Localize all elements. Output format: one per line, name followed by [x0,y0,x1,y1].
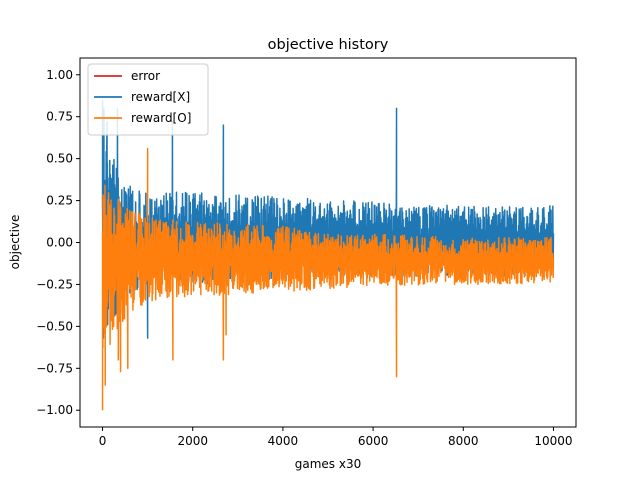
y-axis-label: objective [8,215,22,270]
legend-label: reward[O] [131,111,191,125]
x-tick-label: 8000 [448,434,479,448]
legend-label: reward[X] [131,90,190,104]
y-tick-label: −0.50 [36,319,73,333]
series-line-reward-o- [101,147,555,411]
y-tick-label: 0.25 [46,194,73,208]
chart-title: objective history [268,37,389,53]
x-tick-label: 10000 [534,434,572,448]
y-tick-label: −0.25 [36,277,73,291]
y-tick-label: −1.00 [36,403,73,417]
legend: error reward[X] reward[O] [87,63,209,136]
y-tick-label: −0.75 [36,361,73,375]
x-tick-label: 6000 [358,434,389,448]
y-tick-label: 0.00 [46,236,73,250]
x-axis-label: games x30 [295,457,361,471]
y-axis: −1.00 −0.75 −0.50 −0.25 0.00 0.25 0.50 0.75 1.00 [36,68,80,417]
x-tick-label: 0 [99,434,107,448]
legend-label: error [131,69,160,83]
y-tick-label: 1.00 [46,68,73,82]
x-axis: 0 2000 4000 6000 8000 10000 [99,427,573,448]
series-layer [101,99,555,411]
y-tick-label: 0.50 [46,152,73,166]
y-tick-label: 0.75 [46,110,73,124]
x-tick-label: 2000 [177,434,208,448]
x-tick-label: 4000 [268,434,299,448]
